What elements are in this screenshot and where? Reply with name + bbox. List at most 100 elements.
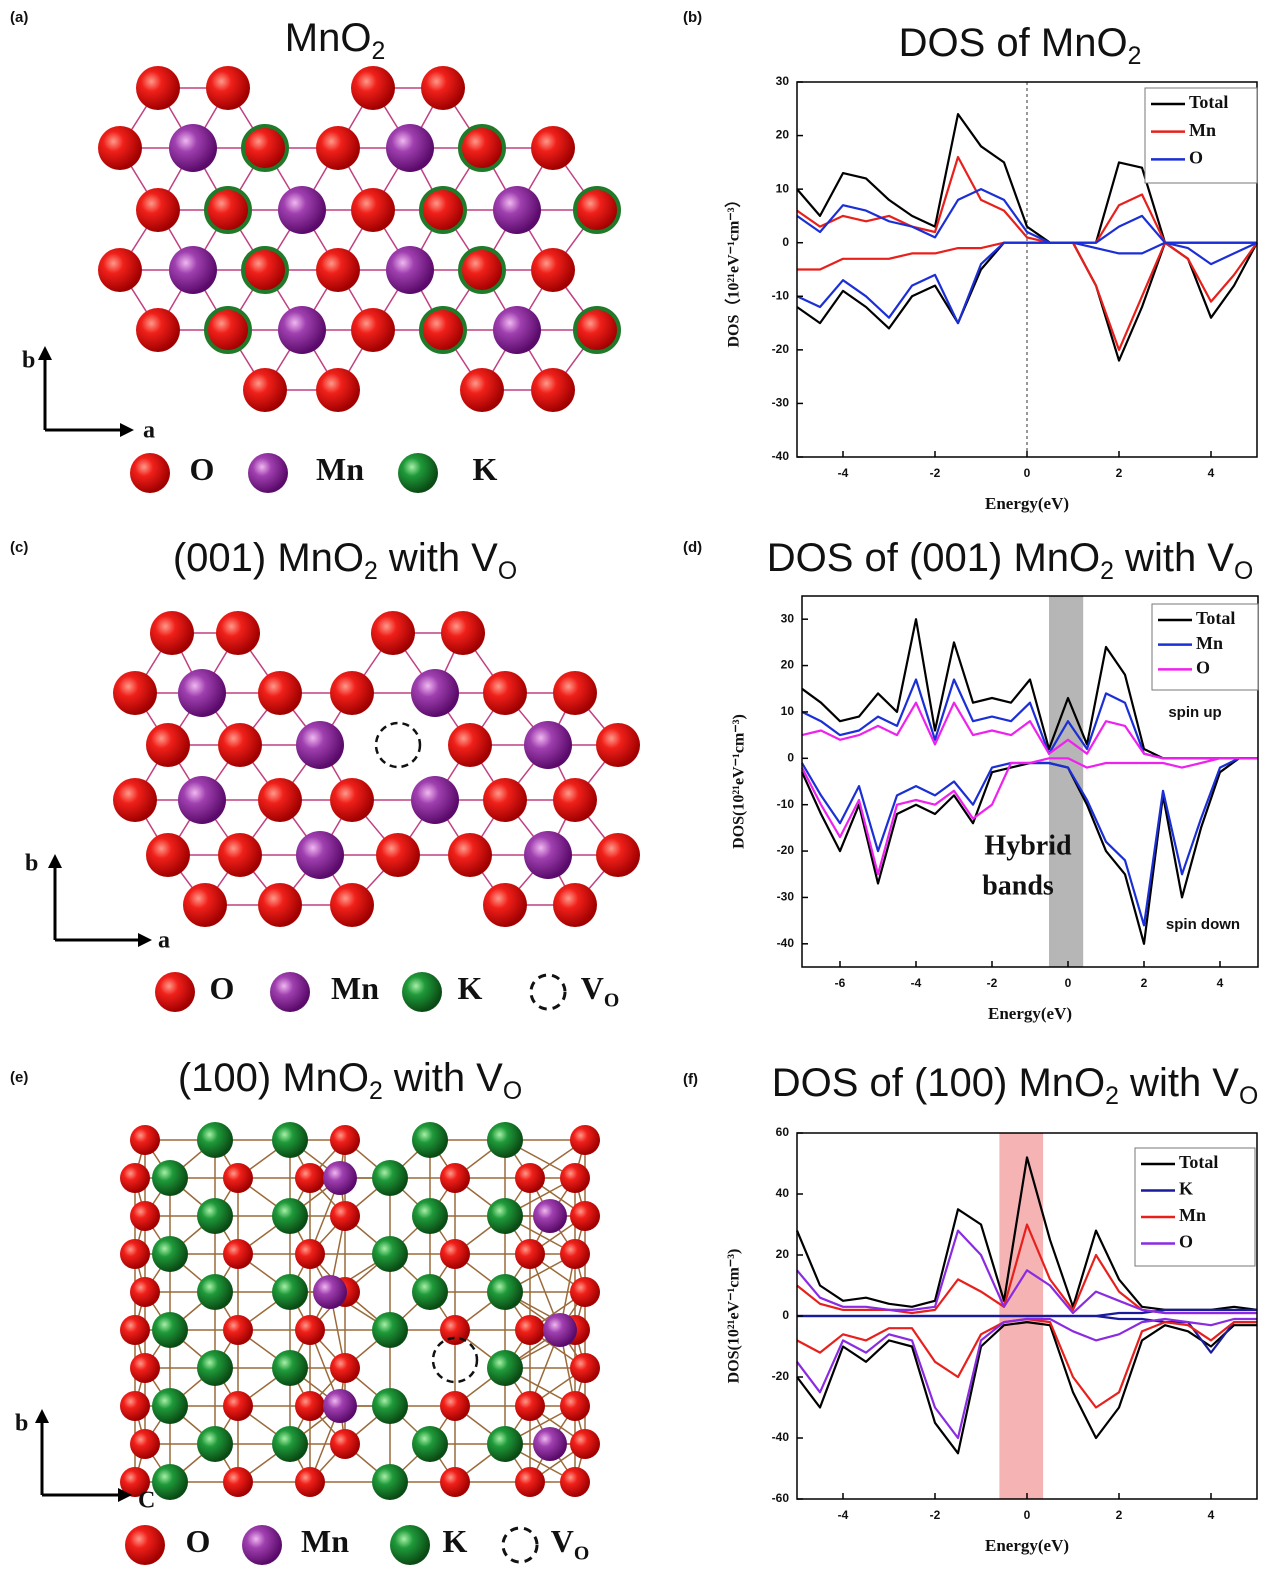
mn-atom	[296, 721, 344, 769]
axis-name: a	[158, 928, 170, 954]
o-atom	[531, 126, 575, 170]
x-tick-label: 2	[1116, 1508, 1123, 1522]
mn-atom	[493, 186, 541, 234]
y-tick-label: 40	[776, 1186, 790, 1200]
legend-atom	[242, 1525, 282, 1565]
o-atom	[515, 1315, 545, 1345]
text-part: DOS of (100) MnO	[772, 1061, 1105, 1105]
legend-label: Total	[1196, 608, 1235, 628]
o-atom	[130, 1353, 160, 1383]
crystal-structure	[113, 611, 640, 927]
mn-atom	[386, 124, 434, 172]
legend-label: O	[1189, 147, 1203, 167]
text-part: O	[210, 970, 235, 1006]
k-atom	[152, 1388, 188, 1424]
o-atom	[218, 723, 262, 767]
subscript: 2	[1100, 558, 1114, 585]
o-atom	[218, 833, 262, 877]
x-tick-label: 0	[1065, 976, 1072, 990]
y-tick-label: 10	[781, 704, 795, 718]
y-tick-label: 0	[782, 235, 789, 249]
x-tick-label: 0	[1024, 466, 1031, 480]
o-atom	[515, 1163, 545, 1193]
k-atom	[272, 1350, 308, 1386]
k-atom	[487, 1198, 523, 1234]
mn-atom	[533, 1427, 567, 1461]
panel-label: (a)	[10, 9, 28, 26]
o-atom	[515, 1391, 545, 1421]
o-atom	[130, 1277, 160, 1307]
y-tick-label: 20	[776, 128, 790, 142]
o-atom	[570, 1201, 600, 1231]
x-tick-label: -4	[838, 466, 849, 480]
x-tick-label: -6	[835, 976, 846, 990]
subscript: 2	[1105, 1083, 1119, 1110]
panel-title: (001) MnO2 with VO	[173, 536, 517, 585]
o-atom	[575, 308, 619, 352]
o-atom	[460, 126, 504, 170]
legend-atom	[390, 1525, 430, 1565]
o-atom	[258, 671, 302, 715]
arrow-head	[38, 346, 52, 360]
legend-vacancy	[531, 975, 565, 1009]
o-atom	[351, 188, 395, 232]
legend-vacancy	[503, 1528, 537, 1562]
text-part: K	[443, 1523, 468, 1559]
subscript: O	[503, 1078, 522, 1105]
o-atom	[330, 1201, 360, 1231]
o-atom	[531, 248, 575, 292]
o-atom	[553, 778, 597, 822]
mn-atom	[296, 831, 344, 879]
text-part: MnO	[285, 16, 372, 60]
y-tick-label: 10	[776, 181, 790, 195]
legend-label: O	[190, 451, 215, 487]
o-atom	[295, 1163, 325, 1193]
legend-label: VO	[551, 1523, 590, 1564]
x-tick-label: -4	[838, 1508, 849, 1522]
y-axis-label: DOS(10²¹eV⁻¹cm⁻³)	[731, 714, 748, 849]
mn-atom	[323, 1161, 357, 1195]
legend-label: K	[458, 970, 483, 1006]
mn-atom	[178, 669, 226, 717]
k-atom	[197, 1350, 233, 1386]
legend-label: O	[1196, 657, 1210, 677]
o-atom	[441, 611, 485, 655]
o-atom	[316, 248, 360, 292]
y-tick-label: -40	[772, 1430, 790, 1444]
o-atom	[596, 723, 640, 767]
o-atom	[460, 248, 504, 292]
o-atom	[120, 1315, 150, 1345]
o-atom	[146, 833, 190, 877]
subscript: O	[498, 558, 517, 585]
text-part: (100) MnO	[178, 1056, 369, 1100]
k-atom	[372, 1312, 408, 1348]
mn-atom	[524, 721, 572, 769]
k-atom	[197, 1426, 233, 1462]
o-atom	[560, 1163, 590, 1193]
y-tick-label: 0	[787, 750, 794, 764]
x-tick-label: -4	[911, 976, 922, 990]
k-atom	[372, 1160, 408, 1196]
o-atom	[120, 1163, 150, 1193]
o-atom	[330, 1429, 360, 1459]
x-tick-label: 4	[1208, 466, 1215, 480]
y-tick-label: 0	[782, 1308, 789, 1322]
subscript: O	[574, 1542, 589, 1564]
text-part: with V	[378, 536, 498, 580]
legend-atom	[402, 972, 442, 1012]
y-tick-label: -40	[772, 449, 790, 463]
mn-atom	[533, 1199, 567, 1233]
mn-atom	[169, 246, 217, 294]
o-atom	[223, 1391, 253, 1421]
y-tick-label: 30	[776, 74, 790, 88]
o-atom	[113, 778, 157, 822]
text-part: Mn	[301, 1523, 349, 1559]
text-part: with V	[383, 1056, 503, 1100]
legend-label: Mn	[316, 451, 364, 487]
o-atom	[553, 671, 597, 715]
x-tick-label: 4	[1217, 976, 1224, 990]
k-atom	[152, 1464, 188, 1500]
o-atom	[515, 1467, 545, 1497]
legend-atom	[125, 1525, 165, 1565]
o-atom	[243, 368, 287, 412]
